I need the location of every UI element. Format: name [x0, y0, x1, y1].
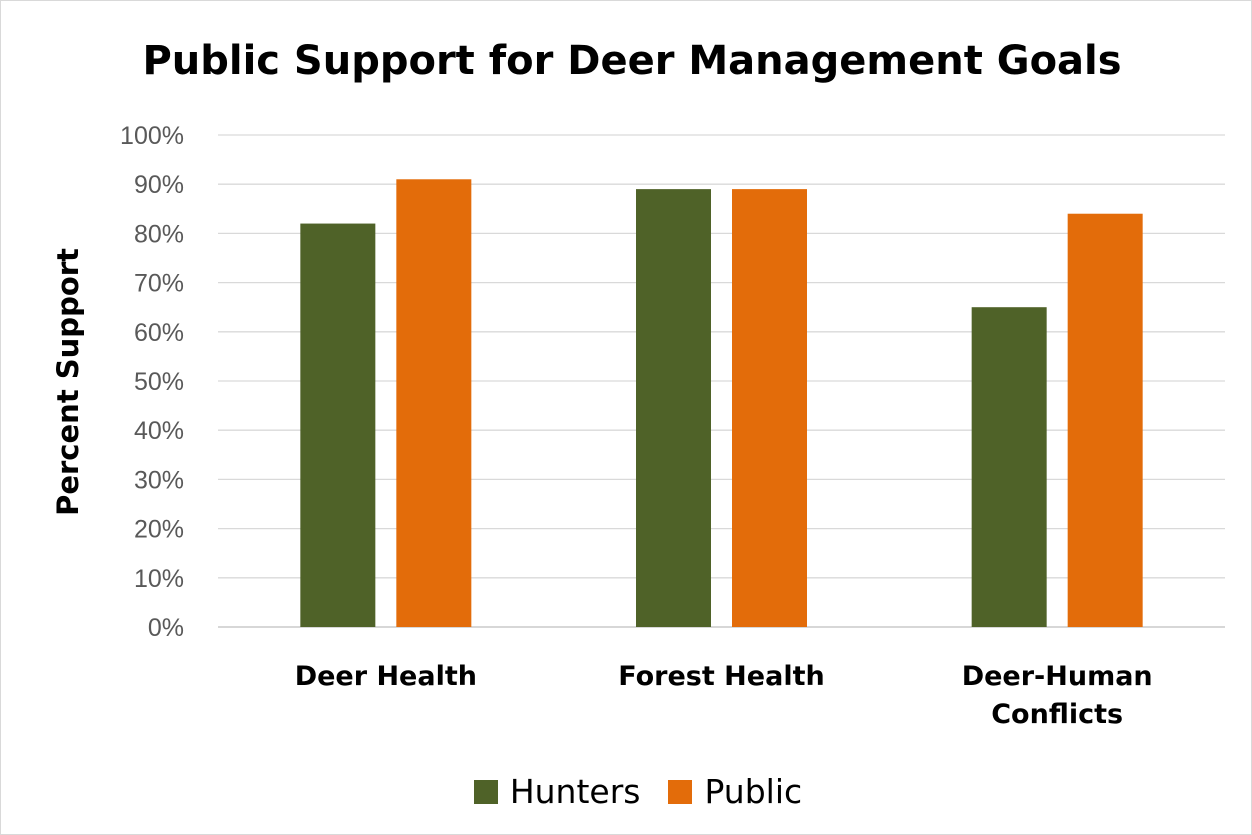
y-tick-label: 0%: [148, 614, 184, 642]
x-category-label: Deer-Human: [962, 661, 1153, 692]
x-category-label: Forest Health: [618, 661, 824, 692]
y-tick-label: 10%: [134, 565, 184, 593]
legend-item-hunters: Hunters: [473, 772, 641, 811]
bar-hunters-1: [636, 189, 711, 627]
legend-label-public: Public: [704, 772, 803, 811]
bar-public-2: [1067, 213, 1143, 627]
legend-item-public: Public: [668, 772, 802, 811]
y-tick-label: 80%: [134, 220, 184, 248]
y-tick-label: 30%: [134, 466, 184, 494]
x-category-label: Conflicts: [991, 699, 1123, 730]
bar-hunters-0: [300, 223, 376, 627]
x-category-label: Deer Health: [295, 661, 477, 692]
y-tick-label: 20%: [134, 516, 184, 544]
bar-public-1: [732, 189, 807, 627]
y-tick-label: 50%: [134, 368, 184, 396]
y-tick-label: 70%: [134, 270, 184, 298]
legend-label-hunters: Hunters: [509, 772, 641, 811]
y-tick-label: 40%: [134, 417, 184, 445]
legend-swatch-hunters: [473, 779, 498, 804]
legend: Hunters Public: [0, 772, 1252, 811]
y-tick-label: 100%: [120, 122, 184, 150]
y-tick-label: 90%: [134, 171, 184, 199]
chart-title: Public Support for Deer Management Goals: [142, 38, 1122, 84]
y-tick-label: 60%: [134, 319, 184, 347]
bar-public-0: [396, 179, 472, 627]
legend-swatch-public: [668, 779, 693, 804]
bar-hunters-2: [971, 307, 1047, 627]
